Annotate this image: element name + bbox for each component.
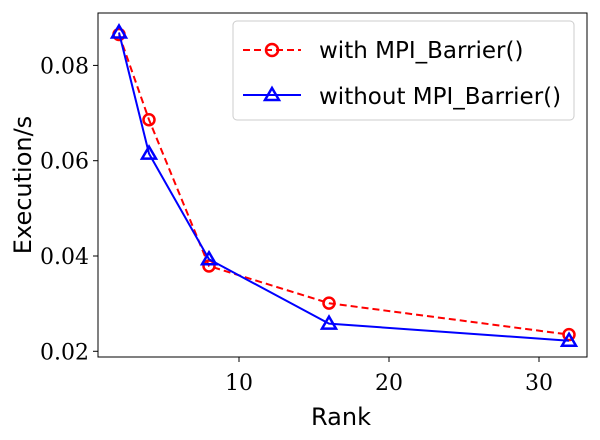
- series-1-point-3: [319, 314, 339, 330]
- x-axis-label: Rank: [311, 403, 371, 431]
- plot-frame: [97, 12, 588, 358]
- x-tick-label-2: 30: [525, 371, 553, 396]
- series-line-0: [118, 34, 570, 336]
- series-1-point-1: [139, 144, 159, 160]
- series-line-1: [118, 32, 570, 342]
- legend-label-without-barrier: without MPI_Barrier(): [319, 84, 561, 110]
- y-tick-label-3: 0.08: [40, 54, 89, 79]
- legend-marker-without-barrier: [262, 85, 282, 102]
- y-axis-label: Execution/s: [9, 116, 37, 254]
- series-1-point-4: [559, 331, 579, 348]
- x-tick-label-1: 20: [375, 371, 403, 396]
- legend-box: [232, 20, 575, 121]
- y-tick-label-1: 0.04: [40, 245, 89, 270]
- series-0-point-1: [142, 112, 156, 127]
- series-0-point-3: [322, 296, 336, 310]
- legend-label-with-barrier: with MPI_Barrier(): [319, 38, 523, 64]
- series-1-point-0: [109, 23, 129, 39]
- legend-marker-with-barrier: [264, 42, 280, 58]
- series-1-point-2: [199, 249, 219, 266]
- y-tick-label-2: 0.06: [40, 150, 89, 175]
- ticks-layer: 10 20 30 0.02 0.04 0.06 0.08: [40, 54, 553, 396]
- y-tick-label-0: 0.02: [40, 340, 89, 365]
- series-0-point-2: [202, 259, 216, 273]
- legend: with MPI_Barrier() without MPI_Barrier(): [232, 20, 575, 121]
- series-layer: [109, 23, 579, 348]
- x-tick-label-0: 10: [225, 371, 253, 396]
